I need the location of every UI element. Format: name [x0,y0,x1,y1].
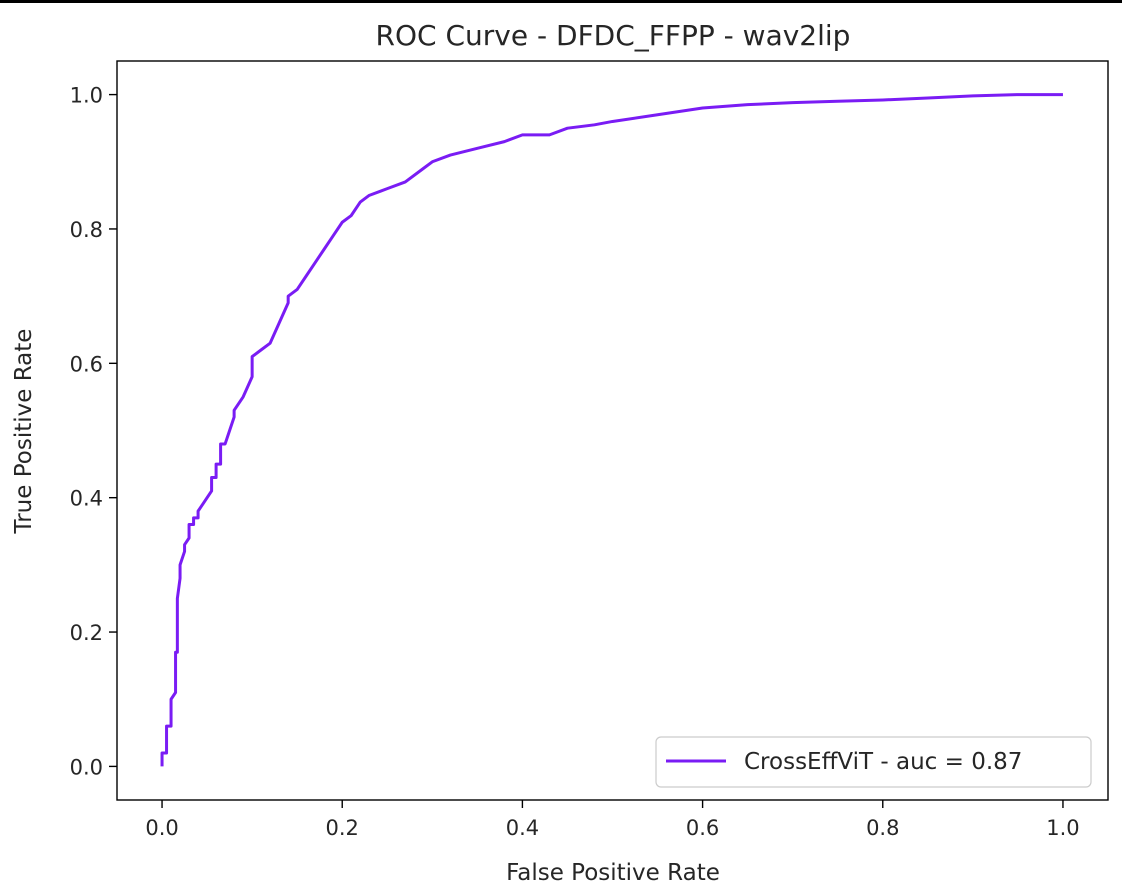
x-axis-ticks: 0.0 0.2 0.4 0.6 0.8 1.0 [145,800,1080,840]
x-tick-label: 0.8 [866,816,899,840]
x-axis-label: False Positive Rate [506,860,720,886]
x-tick-label: 0.2 [326,816,359,840]
y-tick-label: 1.0 [70,84,103,108]
roc-series-line-0 [160,93,1063,767]
y-tick-label: 0.2 [70,621,103,645]
window-top-border [0,0,1122,3]
x-tick-label: 1.0 [1046,816,1079,840]
chart-title: ROC Curve - DFDC_FFPP - wav2lip [376,19,851,52]
y-axis-ticks: 0.0 0.2 0.4 0.6 0.8 1.0 [70,84,117,779]
x-tick-label: 0.4 [506,816,539,840]
x-tick-label: 0.0 [145,816,178,840]
y-axis-label: True Positive Rate [11,329,37,535]
y-tick-label: 0.8 [70,218,103,242]
legend-entry-label: CrossEffViT - auc = 0.87 [744,749,1022,775]
legend-box [655,736,1092,788]
axes-frame [116,60,1109,801]
legend: CrossEffViT - auc = 0.87 [655,736,1092,788]
y-tick-label: 0.6 [70,352,103,376]
y-tick-label: 0.0 [70,755,103,779]
plot-layer [160,93,1063,767]
y-tick-label: 0.4 [70,487,103,511]
x-tick-label: 0.6 [686,816,719,840]
